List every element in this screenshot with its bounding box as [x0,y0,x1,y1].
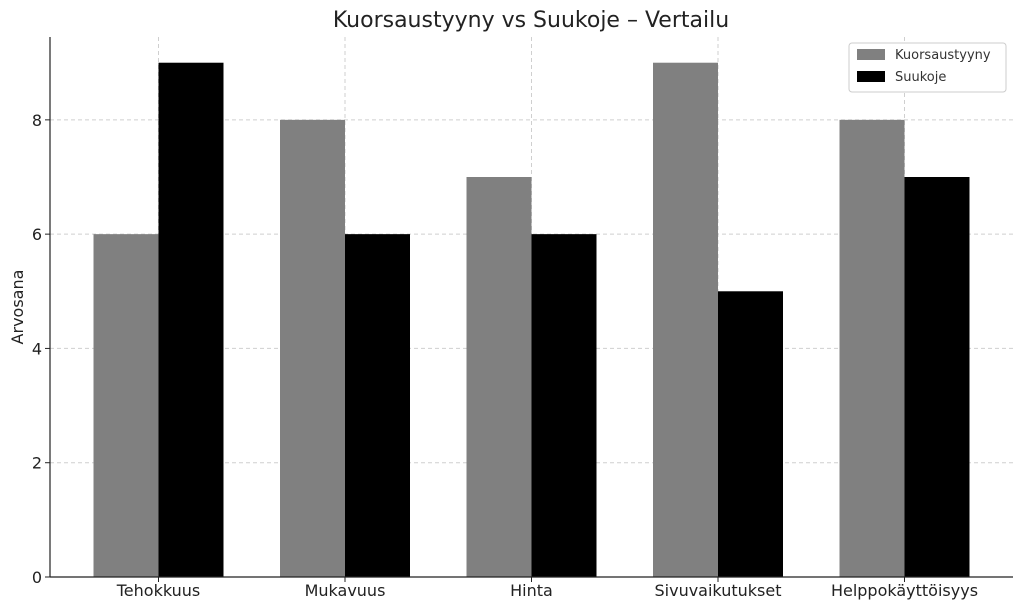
x-ticks: Tehokkuus Mukavuus Hinta Sivuvaikutukset Hel… [116,577,978,600]
x-tick-label: Helppokäyttöisyys [831,581,978,600]
y-tick-label: 4 [32,339,42,358]
bar-kuorsaustyyny-mukavuus [280,119,345,577]
y-axis-label: Arvosana [8,270,27,345]
y-tick-label: 6 [32,225,42,244]
bar-kuorsaustyyny-hinta [466,177,532,577]
bar-suukoje-mukavuus [345,234,410,577]
bar-suukoje-helppokäyttöisyys [904,177,970,577]
x-tick-label: Mukavuus [305,581,386,600]
x-tick-label: Tehokkuus [116,581,200,600]
y-tick-label: 2 [32,454,42,473]
y-ticks: 0 2 4 6 8 [32,111,50,587]
bar-suukoje-sivuvaikutukset [718,291,783,577]
bar-suukoje-tehokkuus [158,62,224,577]
legend-label: Suukoje [895,70,946,85]
y-tick-label: 0 [32,568,42,587]
y-tick-label: 8 [32,111,42,130]
bar-kuorsaustyyny-tehokkuus [93,234,159,577]
chart-title: Kuorsaustyyny vs Suukoje – Vertailu [333,8,729,33]
bar-kuorsaustyyny-helppokäyttöisyys [839,119,905,577]
legend: Kuorsaustyyny Suukoje [848,42,1007,93]
bar-kuorsaustyyny-sivuvaikutukset [653,62,718,577]
bar-suukoje-hinta [531,234,597,577]
legend-swatch [857,49,885,60]
x-tick-label: Hinta [510,581,553,600]
legend-box [848,42,1007,93]
legend-label: Kuorsaustyyny [895,48,991,63]
bars [93,62,970,577]
legend-swatch [857,71,885,82]
x-tick-label: Sivuvaikutukset [655,581,782,600]
